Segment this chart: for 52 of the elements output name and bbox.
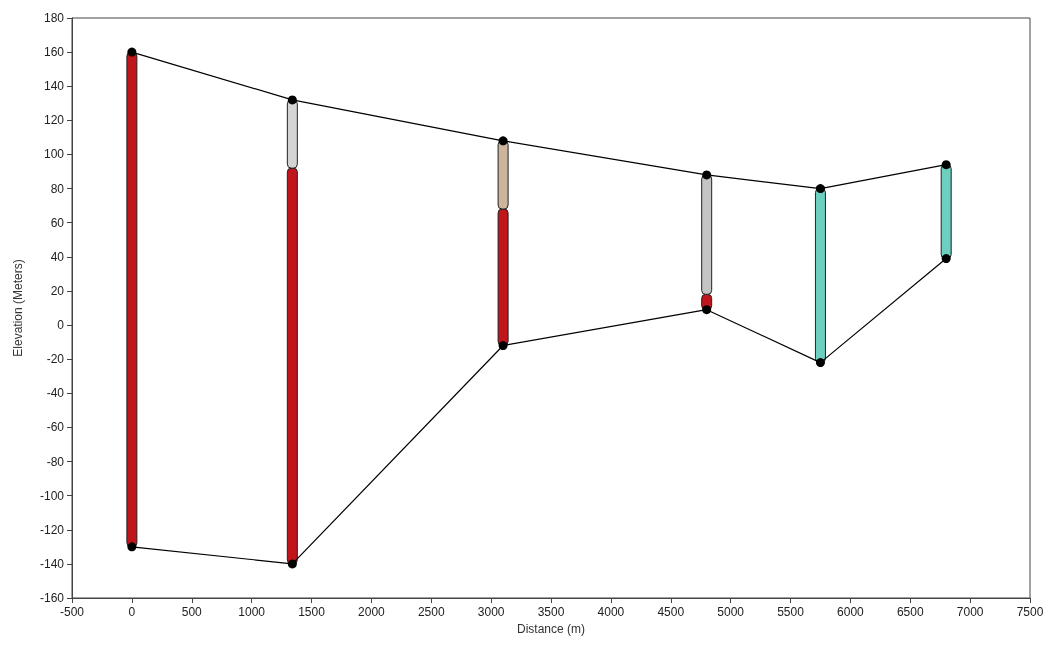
y-tick-label: -100 (39, 488, 65, 503)
x-axis-title: Distance (m) (516, 622, 586, 636)
y-tick-label: -20 (46, 352, 65, 367)
x-tick-label: 7500 (1016, 605, 1044, 619)
point (702, 170, 712, 180)
y-tick-label: 0 (57, 318, 65, 333)
y-tick-label: -120 (39, 522, 65, 537)
x-tick-label: 7000 (956, 605, 984, 619)
point (127, 47, 137, 57)
y-tick-label: 20 (50, 283, 65, 298)
bar (940, 164, 952, 260)
x-tick-label: 3500 (537, 605, 565, 619)
y-tick-label: 120 (43, 113, 65, 128)
y-tick-label: -140 (39, 556, 65, 571)
x-tick-label: 4000 (597, 605, 625, 619)
point (498, 136, 508, 146)
point (287, 95, 297, 105)
bar (126, 51, 138, 548)
y-tick-label: 180 (43, 11, 65, 25)
point (815, 184, 825, 194)
x-tick-label: 2000 (358, 605, 386, 619)
x-tick-label: 5000 (717, 605, 745, 619)
y-tick-label: -80 (46, 454, 65, 469)
y-tick-label: -160 (39, 591, 65, 605)
x-tick-label: 500 (181, 605, 203, 619)
x-tick-label: 3000 (477, 605, 505, 619)
x-tick-label: 0 (128, 605, 136, 619)
x-tick-label: 5500 (777, 605, 805, 619)
point (287, 559, 297, 569)
y-tick-label: 140 (43, 79, 65, 94)
point (127, 542, 137, 552)
x-tick-label: 4500 (657, 605, 685, 619)
point (941, 254, 951, 264)
point (498, 341, 508, 351)
y-tick-label: 100 (43, 147, 65, 162)
y-tick-label: 80 (50, 181, 65, 196)
bar (814, 188, 826, 364)
x-tick-label: 1500 (298, 605, 326, 619)
y-tick-label: -60 (46, 420, 65, 435)
y-tick-label: 40 (50, 249, 65, 264)
y-tick-label: 60 (50, 215, 65, 230)
x-tick-label: 2500 (417, 605, 445, 619)
x-tick-label: 1000 (238, 605, 266, 619)
x-tick-label: -500 (59, 605, 85, 619)
y-axis-title: Elevation (Meters) (11, 259, 25, 357)
point (941, 160, 951, 170)
y-tick-label: -40 (46, 386, 65, 401)
x-tick-label: 6000 (837, 605, 865, 619)
point (815, 358, 825, 368)
point (702, 305, 712, 315)
x-tick-label: 6500 (896, 605, 924, 619)
y-tick-label: 160 (43, 45, 65, 60)
